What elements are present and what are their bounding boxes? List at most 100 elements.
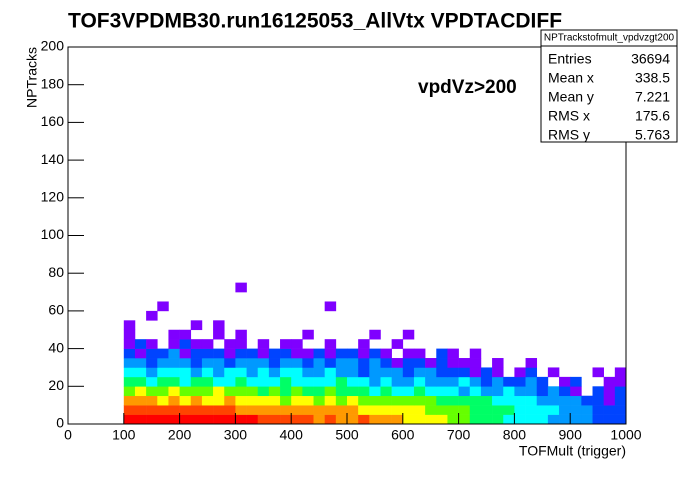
heatmap-cell <box>302 367 314 378</box>
heatmap-cell <box>280 405 292 415</box>
heatmap-cell <box>268 358 281 368</box>
stats-frame <box>540 29 678 143</box>
heatmap-cell <box>335 395 348 406</box>
heatmap-cell <box>268 386 281 397</box>
heatmap-cell <box>492 367 504 378</box>
x-tick-label: 500 <box>335 427 359 443</box>
heatmap-cell <box>402 367 415 378</box>
heatmap-cell <box>246 405 259 415</box>
heatmap-cell <box>190 358 203 368</box>
heatmap-cell <box>358 367 370 378</box>
heatmap-cell <box>235 282 247 293</box>
heatmap-cell <box>146 414 158 425</box>
x-tick-label: 300 <box>224 427 248 443</box>
heatmap-cell <box>492 414 504 425</box>
stats-label: Mean y <box>548 89 594 105</box>
y-tick-label: 80 <box>48 264 64 280</box>
heatmap-cell <box>213 320 225 331</box>
heatmap-cell <box>614 386 627 397</box>
heatmap-cell <box>313 395 325 406</box>
heatmap-cell <box>268 367 281 378</box>
heatmap-cell <box>246 376 259 387</box>
heatmap-cell <box>268 405 281 415</box>
x-tick-label: 600 <box>391 427 415 443</box>
heatmap-cell <box>134 348 147 359</box>
heatmap-cell <box>224 414 236 425</box>
heatmap-cell <box>525 358 538 368</box>
heatmap-cell <box>280 395 292 406</box>
heatmap-cell <box>324 339 337 349</box>
heatmap-cell <box>201 367 214 378</box>
heatmap-cell <box>302 358 314 368</box>
heatmap-cell <box>458 358 471 368</box>
heatmap-cell <box>592 405 604 415</box>
heatmap-cell <box>291 358 303 368</box>
heatmap-cell <box>324 301 337 312</box>
y-tick-label: 100 <box>41 226 65 242</box>
heatmap-cell <box>224 376 236 387</box>
heatmap-cell <box>313 414 325 425</box>
heatmap-cell <box>235 405 247 415</box>
heatmap-cell <box>146 367 158 378</box>
heatmap-cell <box>123 320 136 331</box>
heatmap-cell <box>291 339 303 349</box>
heatmap-cell <box>358 376 370 387</box>
heatmap-cell <box>458 414 471 425</box>
heatmap-cell <box>179 414 192 425</box>
heatmap-cell <box>280 358 292 368</box>
heatmap-cell <box>146 358 158 368</box>
heatmap-cell <box>146 348 158 359</box>
heatmap-cell <box>291 386 303 397</box>
heatmap-cell <box>514 386 526 397</box>
heatmap-cell <box>391 405 404 415</box>
heatmap-cell <box>335 414 348 425</box>
heatmap-cell <box>313 358 325 368</box>
heatmap-cell <box>347 386 359 397</box>
heatmap-cell <box>358 358 370 368</box>
heatmap-cell <box>570 405 582 415</box>
heatmap-cell <box>213 348 225 359</box>
heatmap-cell <box>614 367 627 378</box>
heatmap-cell <box>514 414 526 425</box>
heatmap-cell <box>146 405 158 415</box>
heatmap-cell <box>380 386 392 397</box>
heatmap-cell <box>469 376 482 387</box>
heatmap-cell <box>257 386 270 397</box>
heatmap-cell <box>280 348 292 359</box>
heatmap-cell <box>201 376 214 387</box>
heatmap-cell <box>358 339 370 349</box>
heatmap-cell <box>480 376 493 387</box>
heatmap-cell <box>413 376 426 387</box>
heatmap-cell <box>402 395 415 406</box>
heatmap-cell <box>369 367 381 378</box>
heatmap-cell <box>425 414 437 425</box>
heatmap-cell <box>447 395 459 406</box>
heatmap-cell <box>402 376 415 387</box>
heatmap-cell <box>213 395 225 406</box>
heatmap-cell <box>213 376 225 387</box>
heatmap-cell <box>179 367 192 378</box>
heatmap-cell <box>235 329 247 340</box>
heatmap-cell <box>246 348 259 359</box>
heatmap-cell <box>447 405 459 415</box>
heatmap-cell <box>190 320 203 331</box>
heatmap-cell <box>380 395 392 406</box>
heatmap-cell <box>190 405 203 415</box>
heatmap-cell <box>179 376 192 387</box>
heatmap-cell <box>123 367 136 378</box>
stats-label: RMS y <box>548 127 590 143</box>
heatmap-cell <box>413 386 426 397</box>
heatmap-cell <box>480 386 493 397</box>
heatmap-cell <box>547 414 560 425</box>
heatmap-cell <box>157 395 169 406</box>
heatmap-cell <box>213 386 225 397</box>
heatmap-cell <box>324 348 337 359</box>
heatmap-cell <box>413 348 426 359</box>
heatmap-cell <box>369 405 381 415</box>
heatmap-cell <box>358 414 370 425</box>
heatmap-cell <box>213 367 225 378</box>
heatmap-cell <box>257 348 270 359</box>
heatmap-cell <box>581 405 593 415</box>
stats-value: 5.763 <box>635 127 670 143</box>
heatmap-cell <box>201 395 214 406</box>
